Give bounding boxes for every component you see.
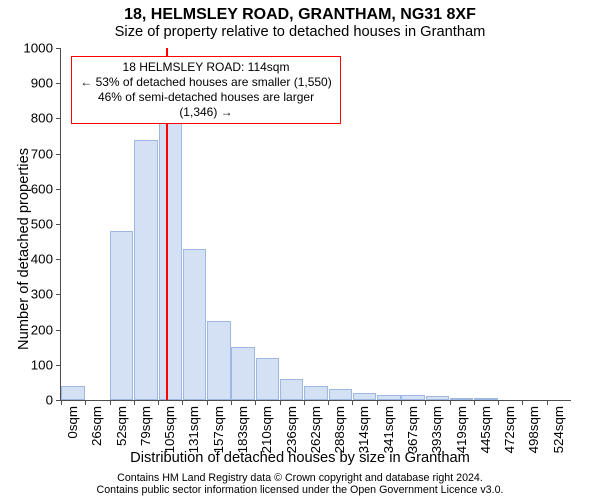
x-tick-label: 341sqm: [381, 406, 396, 453]
x-tick: [280, 400, 281, 405]
x-tick-label: 262sqm: [308, 406, 323, 453]
y-tick-label: 500: [31, 217, 53, 232]
x-tick-label: 52sqm: [114, 406, 129, 446]
y-tick: [56, 154, 61, 155]
x-tick-label: 472sqm: [502, 406, 517, 453]
histogram-bar: [426, 396, 450, 400]
x-tick-label: 498sqm: [526, 406, 541, 453]
chart-title: 18, HELMSLEY ROAD, GRANTHAM, NG31 8XF: [0, 6, 600, 24]
y-tick: [56, 189, 61, 190]
x-tick-label: 367sqm: [405, 406, 420, 453]
y-tick-label: 600: [31, 181, 53, 196]
histogram-bar: [183, 249, 207, 400]
x-tick: [304, 400, 305, 405]
histogram-bar: [207, 321, 231, 400]
x-tick: [134, 400, 135, 405]
x-tick: [328, 400, 329, 405]
copyright-line-2: Contains public sector information licen…: [0, 484, 600, 496]
histogram-bar: [159, 122, 183, 400]
x-tick-label: 524sqm: [551, 406, 566, 453]
y-tick-label: 900: [31, 76, 53, 91]
x-tick: [522, 400, 523, 405]
x-tick: [547, 400, 548, 405]
y-tick: [56, 259, 61, 260]
x-tick-label: 131sqm: [186, 406, 201, 453]
x-tick-label: 157sqm: [211, 406, 226, 453]
y-tick: [56, 48, 61, 49]
histogram-bar: [256, 358, 280, 400]
y-tick-label: 300: [31, 287, 53, 302]
histogram-bar: [304, 386, 328, 400]
histogram-bar: [61, 386, 85, 400]
y-tick-label: 100: [31, 357, 53, 372]
y-tick-label: 400: [31, 252, 53, 267]
y-tick: [56, 365, 61, 366]
x-tick: [61, 400, 62, 405]
histogram-bar: [377, 395, 401, 400]
copyright-footer: Contains HM Land Registry data © Crown c…: [0, 472, 600, 496]
y-tick-label: 800: [31, 111, 53, 126]
x-tick-label: 79sqm: [138, 406, 153, 446]
x-tick: [231, 400, 232, 405]
x-tick: [498, 400, 499, 405]
x-tick: [85, 400, 86, 405]
x-tick-label: 419sqm: [454, 406, 469, 453]
histogram-bar: [110, 231, 134, 400]
x-tick-label: 288sqm: [332, 406, 347, 453]
histogram-bar: [134, 140, 158, 400]
y-tick: [56, 294, 61, 295]
y-tick-label: 0: [46, 393, 53, 408]
annotation-box: 18 HELMSLEY ROAD: 114sqm← 53% of detache…: [71, 56, 341, 124]
annotation-line: ← 53% of detached houses are smaller (1,…: [78, 75, 334, 90]
histogram-bar: [329, 389, 353, 400]
histogram-bar: [280, 379, 304, 400]
x-tick: [207, 400, 208, 405]
y-tick: [56, 224, 61, 225]
x-tick-label: 210sqm: [259, 406, 274, 453]
x-tick-label: 393sqm: [429, 406, 444, 453]
x-tick-label: 445sqm: [478, 406, 493, 453]
x-tick: [401, 400, 402, 405]
x-axis-label: Distribution of detached houses by size …: [0, 450, 600, 466]
histogram-bar: [353, 393, 377, 400]
x-tick-label: 183sqm: [235, 406, 250, 453]
x-tick: [425, 400, 426, 405]
histogram-bar: [450, 398, 474, 400]
y-tick-label: 700: [31, 146, 53, 161]
y-tick-label: 1000: [23, 41, 53, 56]
x-tick-label: 0sqm: [65, 406, 80, 439]
x-tick-label: 236sqm: [284, 406, 299, 453]
y-tick: [56, 330, 61, 331]
x-tick: [450, 400, 451, 405]
annotation-line: 18 HELMSLEY ROAD: 114sqm: [78, 60, 334, 75]
x-tick-label: 26sqm: [89, 406, 104, 446]
histogram-bar: [474, 398, 498, 400]
x-tick: [182, 400, 183, 405]
x-tick: [255, 400, 256, 405]
x-tick-label: 105sqm: [162, 406, 177, 453]
y-tick-label: 200: [31, 322, 53, 337]
chart-subtitle: Size of property relative to detached ho…: [0, 24, 600, 40]
plot-area: 010020030040050060070080090010000sqm26sq…: [60, 48, 571, 401]
x-tick: [474, 400, 475, 405]
y-axis-label: Number of detached properties: [16, 148, 32, 350]
copyright-line-1: Contains HM Land Registry data © Crown c…: [0, 472, 600, 484]
histogram-bar: [231, 347, 255, 400]
y-tick: [56, 118, 61, 119]
page-root: 18, HELMSLEY ROAD, GRANTHAM, NG31 8XF Si…: [0, 0, 600, 500]
x-tick: [352, 400, 353, 405]
x-tick: [110, 400, 111, 405]
x-tick: [158, 400, 159, 405]
histogram-bar: [401, 395, 425, 400]
x-tick: [377, 400, 378, 405]
x-tick-label: 314sqm: [356, 406, 371, 453]
annotation-line: 46% of semi-detached houses are larger (…: [78, 90, 334, 120]
y-tick: [56, 83, 61, 84]
